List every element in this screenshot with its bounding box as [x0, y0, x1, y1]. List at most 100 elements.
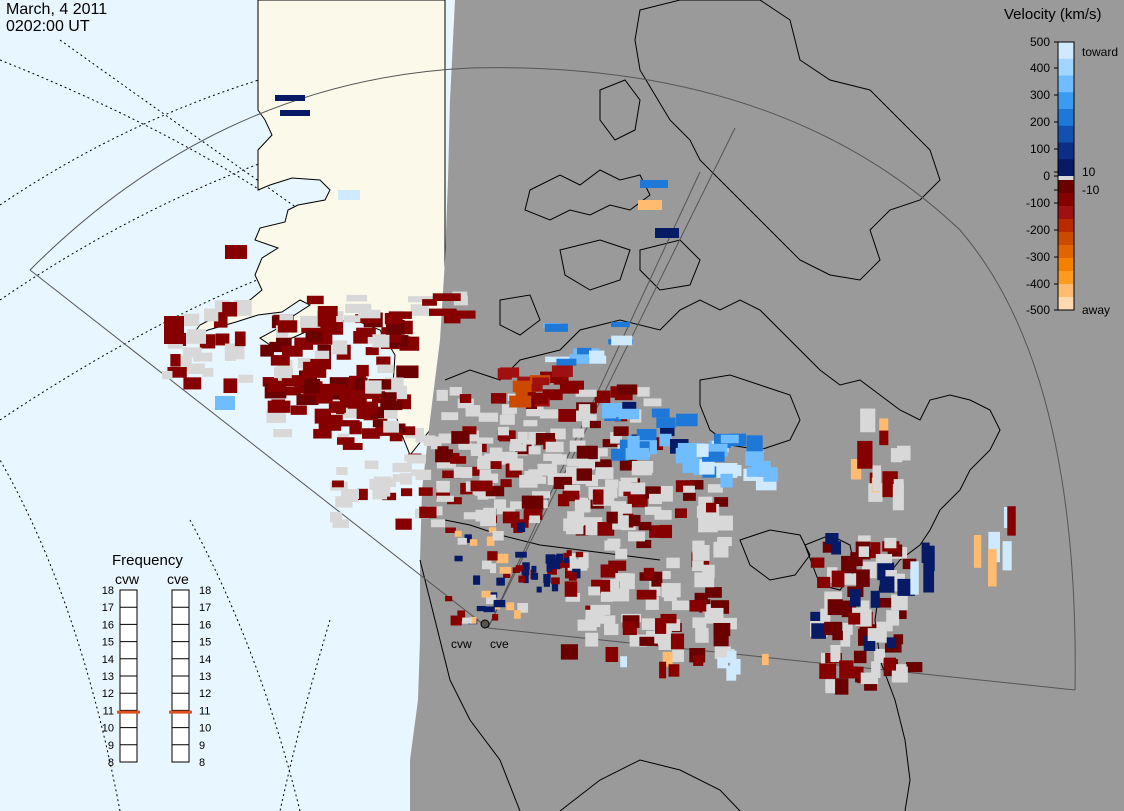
scatter-cell: [305, 330, 323, 342]
scatter-cell: [839, 660, 854, 679]
colorbar-segment-away: [1058, 297, 1074, 311]
scatter-cell: [445, 527, 456, 533]
scatter-cell: [215, 333, 230, 346]
scatter-cell: [531, 565, 537, 573]
colorbar-tick-label: 300: [1030, 88, 1050, 102]
scatter-cell: [610, 448, 629, 461]
frequency-tick-label: 10: [199, 723, 211, 735]
scatter-cell: [497, 426, 509, 436]
scatter-cell: [486, 536, 495, 546]
scatter-cell: [303, 361, 327, 378]
scatter-cell: [695, 627, 709, 642]
scatter-cell: [847, 666, 864, 679]
frequency-panel: Frequency cvw cve 18 18 17 17 16 16 15 15 14 14 13 13 1…: [102, 552, 212, 769]
colorbar-tick-label: -200: [1026, 223, 1050, 237]
scatter-cell: [238, 374, 254, 383]
scatter-cell: [540, 371, 564, 383]
colorbar-segment-toward: [1058, 109, 1074, 127]
scatter-cell: [835, 678, 849, 695]
colorbar-segment-away: [1058, 271, 1074, 285]
scatter-cell: [607, 538, 621, 548]
scatter-cell: [436, 480, 450, 493]
scatter-cell: [622, 621, 637, 636]
scatter-cell: [342, 443, 363, 450]
scatter-cell: [905, 662, 923, 673]
scatter-cell: [202, 367, 214, 377]
scatter-cell: [542, 389, 563, 401]
scatter-cell: [313, 428, 332, 439]
scatter-cell: [369, 478, 389, 490]
scatter-cell: [884, 537, 897, 549]
colorbar-segment-away: [1058, 258, 1074, 272]
scatter-cell: [493, 599, 506, 608]
scatter-cell: [483, 606, 495, 613]
colorbar-segment-away: [1058, 193, 1074, 207]
scatter-cell: [550, 428, 566, 440]
scatter-cell: [817, 576, 831, 589]
scatter-cell: [589, 355, 607, 364]
scatter-cell: [422, 299, 437, 306]
scatter-cell: [290, 405, 307, 415]
scatter-cell: [893, 479, 904, 494]
scatter-cell: [575, 389, 597, 397]
scatter-cell: [627, 435, 640, 450]
scatter-cell: [575, 517, 590, 526]
scatter-cell: [1007, 506, 1016, 536]
scatter-cell: [840, 632, 851, 647]
scatter-cell: [856, 569, 870, 587]
scatter-cell: [892, 483, 904, 511]
scatter-cell: [162, 370, 173, 380]
scatter-cell: [604, 623, 619, 636]
scatter-cell: [891, 594, 908, 611]
scatter-cell: [819, 663, 837, 679]
scatter-cell: [544, 323, 568, 332]
scatter-cell: [655, 571, 671, 580]
scatter-cell: [470, 443, 483, 456]
colorbar-toward-label: toward: [1082, 45, 1118, 59]
scatter-cell: [694, 592, 708, 605]
scatter-cell: [578, 404, 591, 416]
frequency-tick-label: 16: [199, 619, 211, 631]
scatter-cell: [476, 437, 494, 444]
scatter-cell: [565, 592, 581, 602]
scatter-cell: [447, 497, 462, 505]
scatter-cell: [364, 460, 379, 470]
scatter-cell: [356, 334, 379, 344]
colorbar-segment-toward: [1058, 142, 1074, 160]
scatter-cell: [879, 430, 889, 446]
scatter-cell: [517, 431, 528, 444]
scatter-cell: [645, 596, 659, 610]
scatter-cell: [512, 380, 532, 393]
scatter-cell: [493, 499, 507, 509]
scatter-cell: [476, 605, 486, 612]
scatter-cell: [551, 577, 560, 585]
scatter-cell: [600, 459, 612, 468]
scatter-cell: [436, 495, 454, 502]
scatter-cell: [659, 524, 673, 539]
scatter-cell: [720, 473, 733, 488]
scatter-cell: [842, 573, 859, 585]
scatter-cell: [879, 576, 895, 593]
scatter-cell: [555, 555, 563, 564]
colorbar-tick-label: -300: [1026, 250, 1050, 264]
frequency-tick-label: 12: [102, 688, 114, 700]
scatter-cell: [820, 608, 831, 625]
scatter-cell: [619, 481, 632, 492]
scatter-cell: [428, 308, 457, 316]
scatter-cell: [577, 619, 597, 631]
scatter-cell: [674, 508, 687, 519]
colorbar-tick-label: 0: [1043, 169, 1050, 183]
scatter-cell: [825, 533, 839, 545]
scatter-cell: [622, 401, 637, 411]
scatter-cell: [558, 408, 577, 422]
scatter-cell: [479, 473, 499, 483]
scatter-cell: [622, 514, 641, 527]
scatter-cell: [588, 586, 601, 596]
scatter-cell: [353, 331, 368, 344]
colorbar-segment-away: [1058, 284, 1074, 298]
scatter-cell: [705, 587, 722, 598]
scatter-cell: [631, 460, 654, 473]
scatter-cell: [562, 490, 580, 502]
frequency-tick-label: 15: [102, 637, 114, 649]
colorbar-segment-away: [1058, 180, 1074, 194]
